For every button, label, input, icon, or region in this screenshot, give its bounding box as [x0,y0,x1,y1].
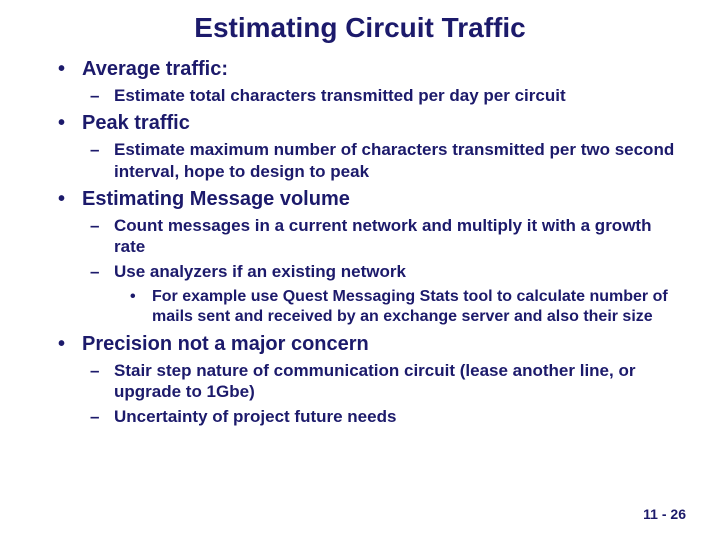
bullet-mark: • [130,287,152,327]
bullet-average: • Average traffic: [58,58,680,81]
dash-mark: – [90,85,114,106]
subbullet-text: Uncertainty of project future needs [114,406,396,427]
subbullet-text: Estimate maximum number of characters tr… [114,139,680,182]
bullet-mark: • [58,58,82,81]
subbullet-text: Estimate total characters transmitted pe… [114,85,566,106]
dash-mark: – [90,406,114,427]
slide: Estimating Circuit Traffic • Average tra… [0,0,720,540]
subbullet: – Stair step nature of communication cir… [90,360,680,403]
page-number: 11 - 26 [643,506,686,522]
bullet-mark: • [58,112,82,135]
subbullet-text: Stair step nature of communication circu… [114,360,680,403]
dash-mark: – [90,360,114,403]
bullet-text: Estimating Message volume [82,188,350,211]
bullet-peak: • Peak traffic [58,112,680,135]
bullet-mark: • [58,333,82,356]
dash-mark: – [90,215,114,258]
bullet-text: Precision not a major concern [82,333,369,356]
subbullet: – Count messages in a current network an… [90,215,680,258]
dash-mark: – [90,139,114,182]
subbullet: – Estimate total characters transmitted … [90,85,680,106]
subbullet-text: Use analyzers if an existing network [114,261,406,282]
bullet-mark: • [58,188,82,211]
subbullet: – Uncertainty of project future needs [90,406,680,427]
subbullet: – Estimate maximum number of characters … [90,139,680,182]
bullet-precision: • Precision not a major concern [58,333,680,356]
subsubbullet: • For example use Quest Messaging Stats … [130,287,680,327]
bullet-volume: • Estimating Message volume [58,188,680,211]
dash-mark: – [90,261,114,282]
slide-content: • Average traffic: – Estimate total char… [40,58,680,427]
bullet-text: Peak traffic [82,112,190,135]
subbullet-text: Count messages in a current network and … [114,215,680,258]
bullet-text: Average traffic: [82,58,228,81]
subbullet: – Use analyzers if an existing network [90,261,680,282]
subsubbullet-text: For example use Quest Messaging Stats to… [152,287,680,327]
slide-title: Estimating Circuit Traffic [40,12,680,44]
